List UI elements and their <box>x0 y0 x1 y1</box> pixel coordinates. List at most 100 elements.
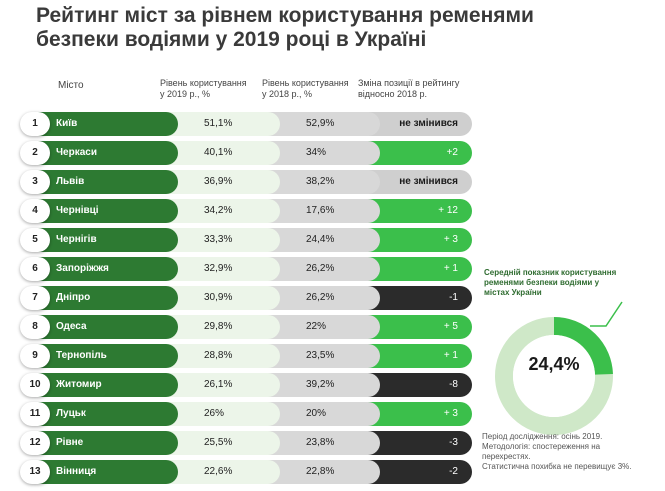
rank-badge: 1 <box>20 112 50 136</box>
average-title-line-2: ременями безпеки водіями у <box>484 278 600 287</box>
average-title: Середній показник користування ременями … <box>484 268 624 298</box>
city-name: Дніпро <box>56 292 91 303</box>
city-name: Київ <box>56 118 78 129</box>
value-2018-segment: 23,5% <box>260 344 380 368</box>
average-value: 24,4% <box>528 354 580 374</box>
header-change: Зміна позиції в рейтингу відносно 2018 р… <box>358 78 459 100</box>
value-2018: 26,2% <box>306 292 335 303</box>
city-name: Черкаси <box>56 147 97 158</box>
value-2019: 30,9% <box>204 292 233 303</box>
value-2018: 20% <box>306 408 327 419</box>
table-row: 11 Луцьк 26% 20% + 3 <box>20 402 472 426</box>
value-2018-segment: 22,8% <box>260 460 380 484</box>
value-2019-segment: 22,6% <box>160 460 280 484</box>
city-name: Одеса <box>56 321 87 332</box>
change-value: не змінився <box>399 176 458 187</box>
city-segment: Запоріжжя <box>38 257 178 281</box>
value-2019-segment: 33,3% <box>160 228 280 252</box>
header-2018: Рівень користування у 2018 р., % <box>262 78 349 100</box>
change-value: + 1 <box>443 263 458 274</box>
value-2018-segment: 26,2% <box>260 286 380 310</box>
value-2018: 22% <box>306 321 327 332</box>
value-2019-segment: 36,9% <box>160 170 280 194</box>
average-title-line-3: містах України <box>484 288 542 297</box>
city-name: Львів <box>56 176 85 187</box>
table-row: 7 Дніпро 30,9% 26,2% -1 <box>20 286 472 310</box>
city-name: Чернігів <box>56 234 97 245</box>
table-row: 5 Чернігів 33,3% 24,4% + 3 <box>20 228 472 252</box>
value-2019: 26,1% <box>204 379 233 390</box>
change-value: -3 <box>449 437 458 448</box>
value-2018: 17,6% <box>306 205 335 216</box>
change-value: + 1 <box>443 350 458 361</box>
value-2019-segment: 51,1% <box>160 112 280 136</box>
value-2019: 33,3% <box>204 234 233 245</box>
change-value: -8 <box>449 379 458 390</box>
value-2019-segment: 32,9% <box>160 257 280 281</box>
city-name: Вінниця <box>56 466 97 477</box>
notes-line-3: перехрестях. <box>482 452 531 461</box>
city-segment: Житомир <box>38 373 178 397</box>
table-row: 13 Вінниця 22,6% 22,8% -2 <box>20 460 472 484</box>
value-2019: 22,6% <box>204 466 233 477</box>
value-2018-segment: 52,9% <box>260 112 380 136</box>
change-value: + 3 <box>443 234 458 245</box>
value-2019: 36,9% <box>204 176 233 187</box>
header-change-line-2: відносно 2018 р. <box>358 89 428 99</box>
value-2019: 32,9% <box>204 263 233 274</box>
value-2019-segment: 28,8% <box>160 344 280 368</box>
table-row: 3 Львів 36,9% 38,2% не змінився <box>20 170 472 194</box>
value-2019: 40,1% <box>204 147 233 158</box>
city-segment: Київ <box>38 112 178 136</box>
average-donut <box>495 317 613 435</box>
value-2018: 52,9% <box>306 118 335 129</box>
rank-badge: 13 <box>20 460 50 484</box>
city-name: Чернівці <box>56 205 99 216</box>
header-2018-line-2: у 2018 р., % <box>262 89 313 99</box>
change-value: + 3 <box>443 408 458 419</box>
header-city: Місто <box>58 80 84 91</box>
rank-badge: 12 <box>20 431 50 455</box>
header-change-line-1: Зміна позиції в рейтингу <box>358 78 460 88</box>
value-2018: 39,2% <box>306 379 335 390</box>
rank-badge: 11 <box>20 402 50 426</box>
value-2018: 24,4% <box>306 234 335 245</box>
change-value: + 5 <box>443 321 458 332</box>
change-value: + 12 <box>438 205 458 216</box>
city-name: Рівне <box>56 437 84 448</box>
city-segment: Черкаси <box>38 141 178 165</box>
value-2018: 38,2% <box>306 176 335 187</box>
rank-badge: 6 <box>20 257 50 281</box>
header-2019-line-1: Рівень користування <box>160 78 247 88</box>
rank-badge: 9 <box>20 344 50 368</box>
value-2018-segment: 20% <box>260 402 380 426</box>
city-name: Житомир <box>56 379 102 390</box>
table-row: 10 Житомир 26,1% 39,2% -8 <box>20 373 472 397</box>
title-line-1: Рейтинг міст за рівнем користування реме… <box>36 4 534 27</box>
value-2018-segment: 22% <box>260 315 380 339</box>
rank-badge: 3 <box>20 170 50 194</box>
notes-line-1: Період дослідження: осінь 2019. <box>482 432 603 441</box>
city-name: Луцьк <box>56 408 86 419</box>
title-line-2: безпеки водіями у 2019 році в Україні <box>36 28 427 51</box>
city-name: Тернопіль <box>56 350 107 361</box>
value-2018-segment: 24,4% <box>260 228 380 252</box>
rank-badge: 7 <box>20 286 50 310</box>
city-segment: Одеса <box>38 315 178 339</box>
value-2018: 34% <box>306 147 327 158</box>
value-2019: 25,5% <box>204 437 233 448</box>
value-2018-segment: 39,2% <box>260 373 380 397</box>
value-2019-segment: 29,8% <box>160 315 280 339</box>
notes-line-4: Статистична похибка не перевищує 3%. <box>482 462 632 471</box>
table-row: 8 Одеса 29,8% 22% + 5 <box>20 315 472 339</box>
rank-badge: 4 <box>20 199 50 223</box>
value-2019-segment: 26,1% <box>160 373 280 397</box>
value-2018-segment: 38,2% <box>260 170 380 194</box>
page-title: Рейтинг міст за рівнем користування реме… <box>36 4 636 52</box>
city-segment: Вінниця <box>38 460 178 484</box>
value-2019: 26% <box>204 408 225 419</box>
donut-arc <box>495 317 613 435</box>
city-segment: Чернівці <box>38 199 178 223</box>
value-2019: 28,8% <box>204 350 233 361</box>
study-notes: Період дослідження: осінь 2019. Методоло… <box>482 432 652 472</box>
